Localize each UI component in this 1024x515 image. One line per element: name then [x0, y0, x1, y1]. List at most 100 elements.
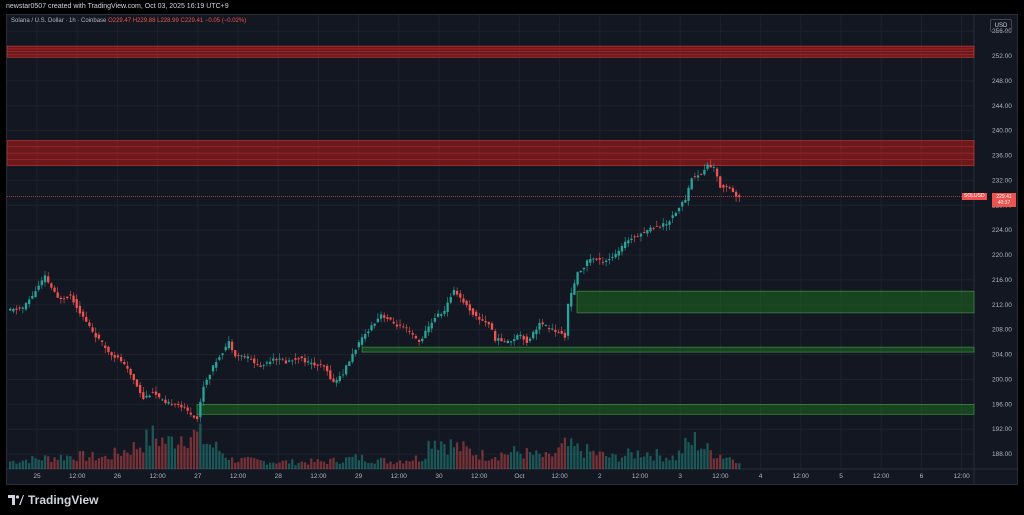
- footer: TradingView: [0, 485, 1024, 515]
- volume-bar: [490, 458, 494, 469]
- candle-body: [37, 285, 40, 290]
- candle-body: [164, 399, 167, 404]
- candle-body: [671, 215, 674, 218]
- volume-bar: [674, 460, 677, 469]
- volume-bar: [639, 457, 643, 469]
- volume-bar: [148, 445, 151, 469]
- candle-body: [300, 356, 303, 359]
- candle-body: [563, 332, 567, 338]
- price-tag-countdown: 40:37: [997, 199, 1011, 206]
- price-chart[interactable]: 188.00 192.00 196.00 200.00 204.00 208.00 212.…: [7, 15, 1017, 484]
- volume-bar: [246, 456, 250, 469]
- volume-bar: [256, 459, 259, 469]
- candle-body: [326, 365, 329, 372]
- candle-body: [513, 339, 516, 342]
- candle-body: [21, 307, 24, 309]
- candle-body: [386, 317, 389, 319]
- candle-body: [570, 292, 573, 307]
- volume-bar: [234, 462, 237, 469]
- volume-bar: [494, 457, 497, 469]
- y-tick-label: 216.00: [992, 277, 1012, 284]
- volume-bar: [297, 462, 300, 469]
- candle-body: [636, 236, 639, 238]
- candle-body: [490, 323, 494, 330]
- volume-bar: [119, 456, 123, 469]
- candle-body: [474, 311, 478, 317]
- volume-bar: [319, 460, 322, 469]
- candle-body: [487, 322, 490, 325]
- volume-bar: [329, 458, 332, 469]
- volume-bar: [281, 460, 284, 469]
- candle-body: [658, 226, 662, 228]
- volume-bar: [595, 455, 598, 469]
- volume-bar: [215, 441, 218, 469]
- candle-body: [237, 355, 240, 356]
- candle-body: [224, 346, 227, 351]
- tradingview-logo[interactable]: TradingView: [8, 493, 98, 507]
- candle-body: [53, 287, 56, 292]
- volume-bar: [471, 455, 475, 469]
- candle-body: [452, 289, 456, 295]
- chart-frame[interactable]: 188.00 192.00 196.00 200.00 204.00 208.00 212.…: [6, 14, 1018, 485]
- candle-body: [132, 374, 135, 381]
- candle-body: [186, 407, 189, 411]
- header-text: newstar0507 created with TradingView.com…: [6, 3, 229, 10]
- volume-bar: [69, 456, 72, 469]
- candle-body: [351, 353, 354, 362]
- x-tick-label: 27: [194, 473, 202, 480]
- volume-bar: [719, 454, 722, 469]
- candle-body: [681, 202, 684, 207]
- volume-bar: [180, 436, 183, 469]
- candle-body: [113, 355, 116, 358]
- volume-bar: [709, 450, 712, 469]
- x-tick-label: 26: [114, 473, 122, 480]
- volume-bar: [253, 458, 256, 469]
- candle-body: [205, 379, 208, 385]
- legend-change: −0.05 (−0.02%): [204, 18, 247, 24]
- candle-body: [88, 322, 91, 327]
- volume-bar: [414, 455, 418, 469]
- volume-bar: [468, 448, 471, 469]
- volume-bar: [392, 464, 395, 469]
- candle-body: [465, 300, 468, 306]
- candle-body: [100, 340, 104, 342]
- candle-body: [494, 331, 497, 341]
- candle-body: [405, 327, 408, 329]
- candle-body: [560, 330, 563, 334]
- candle-body: [119, 356, 123, 362]
- candle-body: [56, 292, 59, 298]
- candle-body: [40, 280, 43, 286]
- candle-body: [693, 176, 697, 178]
- volume-bar: [395, 462, 399, 469]
- volume-bar: [335, 462, 338, 469]
- candle-body: [509, 341, 513, 343]
- volume-bar: [104, 455, 107, 469]
- volume-bar: [627, 448, 630, 469]
- volume-bar: [722, 458, 725, 469]
- candle-body: [535, 329, 538, 335]
- price-tag-price: 229.41: [996, 193, 1012, 200]
- x-tick-label: 12:00: [230, 473, 247, 480]
- volume-bar: [78, 450, 82, 469]
- volume-bar: [24, 459, 28, 469]
- volume-bar: [326, 463, 329, 469]
- candle-body: [180, 404, 183, 408]
- x-tick-label: 12:00: [149, 473, 166, 480]
- volume-bar: [528, 452, 532, 469]
- volume-bar: [135, 449, 139, 469]
- candle-body: [354, 349, 357, 354]
- candle-body: [91, 327, 94, 332]
- currency-selector-button[interactable]: USD: [990, 19, 1012, 32]
- volume-bar: [668, 460, 671, 469]
- volume-bar: [37, 459, 40, 469]
- volume-bar: [202, 444, 205, 469]
- volume-bar: [617, 461, 620, 469]
- candle-body: [107, 346, 110, 353]
- volume-bar: [268, 462, 272, 469]
- volume-bar: [677, 450, 681, 469]
- volume-bar: [126, 452, 129, 469]
- y-tick-label: 192.00: [992, 426, 1012, 433]
- y-tick-label: 232.00: [992, 177, 1012, 184]
- candle-body: [256, 364, 259, 365]
- x-tick-label: 6: [920, 473, 924, 480]
